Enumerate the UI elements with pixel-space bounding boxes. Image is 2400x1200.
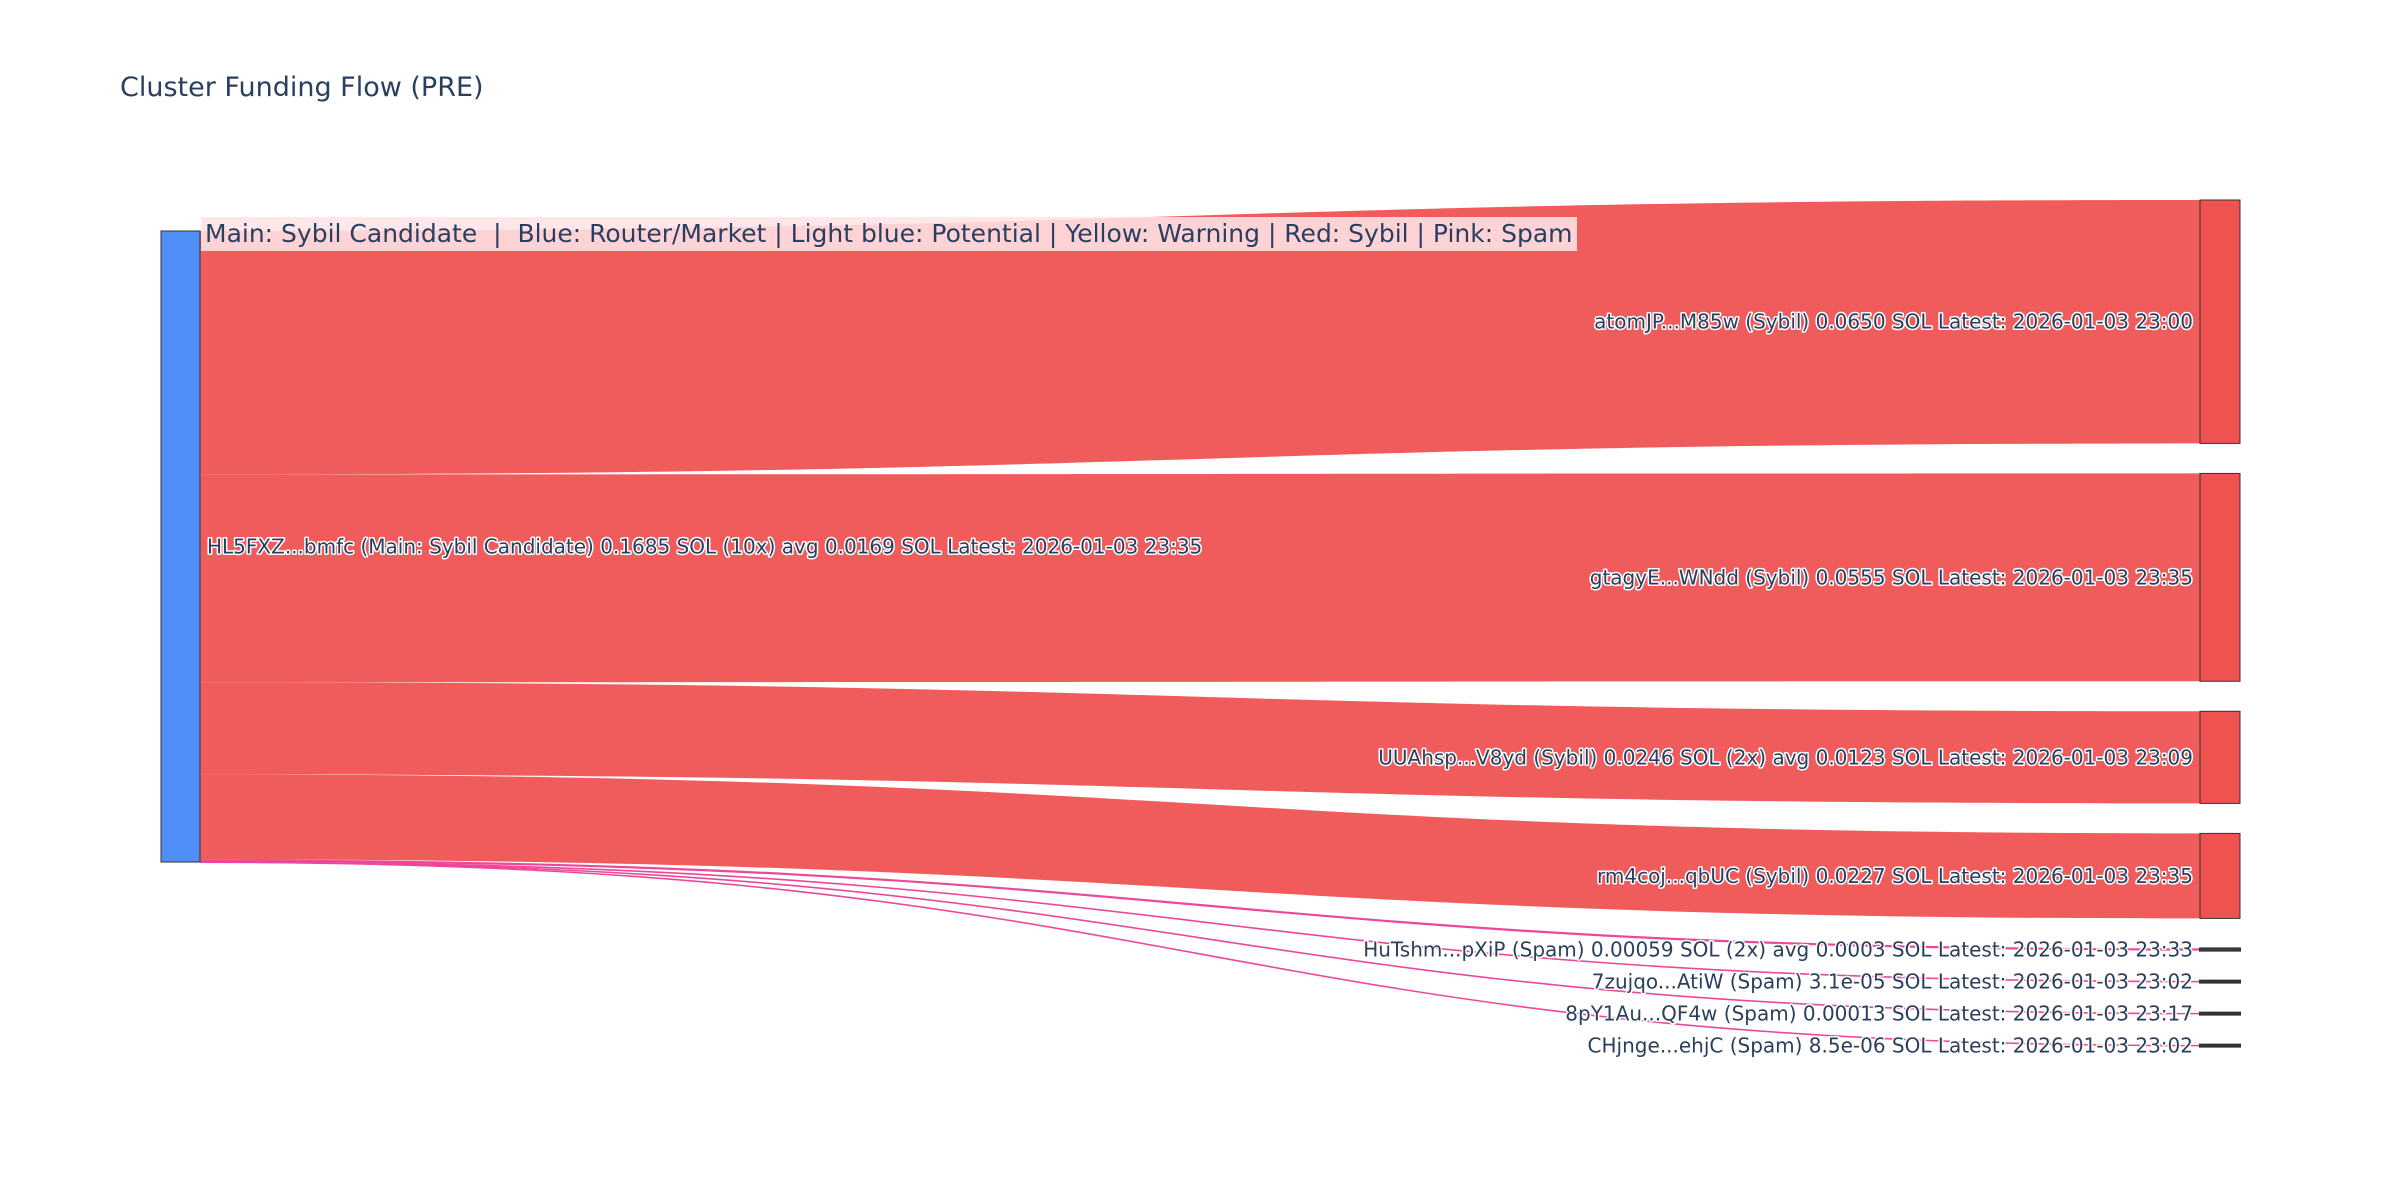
- flow-link: [200, 200, 2200, 475]
- source-node: [160, 230, 201, 863]
- flow-link: [200, 473, 2200, 683]
- target-node: [2199, 947, 2241, 952]
- flow-link: [200, 774, 2200, 919]
- target-node-label: UUAhsp...V8yd (Sybil) 0.0246 SOL (2x) av…: [1378, 745, 2193, 769]
- flow-link-spam: [199, 861, 2201, 1015]
- target-node-label: CHjnge...ehjC (Spam) 8.5e-06 SOL Latest:…: [1588, 1034, 2193, 1058]
- legend-annotation: Main: Sybil Candidate | Blue: Router/Mar…: [201, 217, 1577, 251]
- flow-link-spam: [199, 859, 2201, 951]
- flow-link-spam: [199, 861, 2201, 1047]
- flow-link-spam: [199, 860, 2201, 983]
- target-node-label: HuTshm...pXiP (Spam) 0.00059 SOL (2x) av…: [1363, 938, 2193, 962]
- flow-link: [200, 682, 2200, 804]
- target-node: [2199, 199, 2241, 444]
- target-node-label: 8pY1Au...QF4w (Spam) 0.00013 SOL Latest:…: [1565, 1002, 2193, 1026]
- target-node: [2199, 472, 2241, 682]
- target-node: [2199, 979, 2241, 984]
- target-node: [2199, 1043, 2241, 1048]
- target-node: [2199, 1011, 2241, 1016]
- target-node-label: atomJP...M85w (Sybil) 0.0650 SOL Latest:…: [1594, 310, 2193, 334]
- source-node-label: HL5FXZ...bmfc (Main: Sybil Candidate) 0.…: [207, 535, 1202, 559]
- target-node: [2199, 832, 2241, 919]
- target-node-label: gtagyE...WNdd (Sybil) 0.0555 SOL Latest:…: [1590, 565, 2193, 589]
- chart-title: Cluster Funding Flow (PRE): [120, 72, 484, 103]
- target-node-label: rm4coj...qbUC (Sybil) 0.0227 SOL Latest:…: [1597, 864, 2193, 888]
- target-node-label: 7zujqo...AtiW (Spam) 3.1e-05 SOL Latest:…: [1592, 970, 2193, 994]
- target-node: [2199, 710, 2241, 804]
